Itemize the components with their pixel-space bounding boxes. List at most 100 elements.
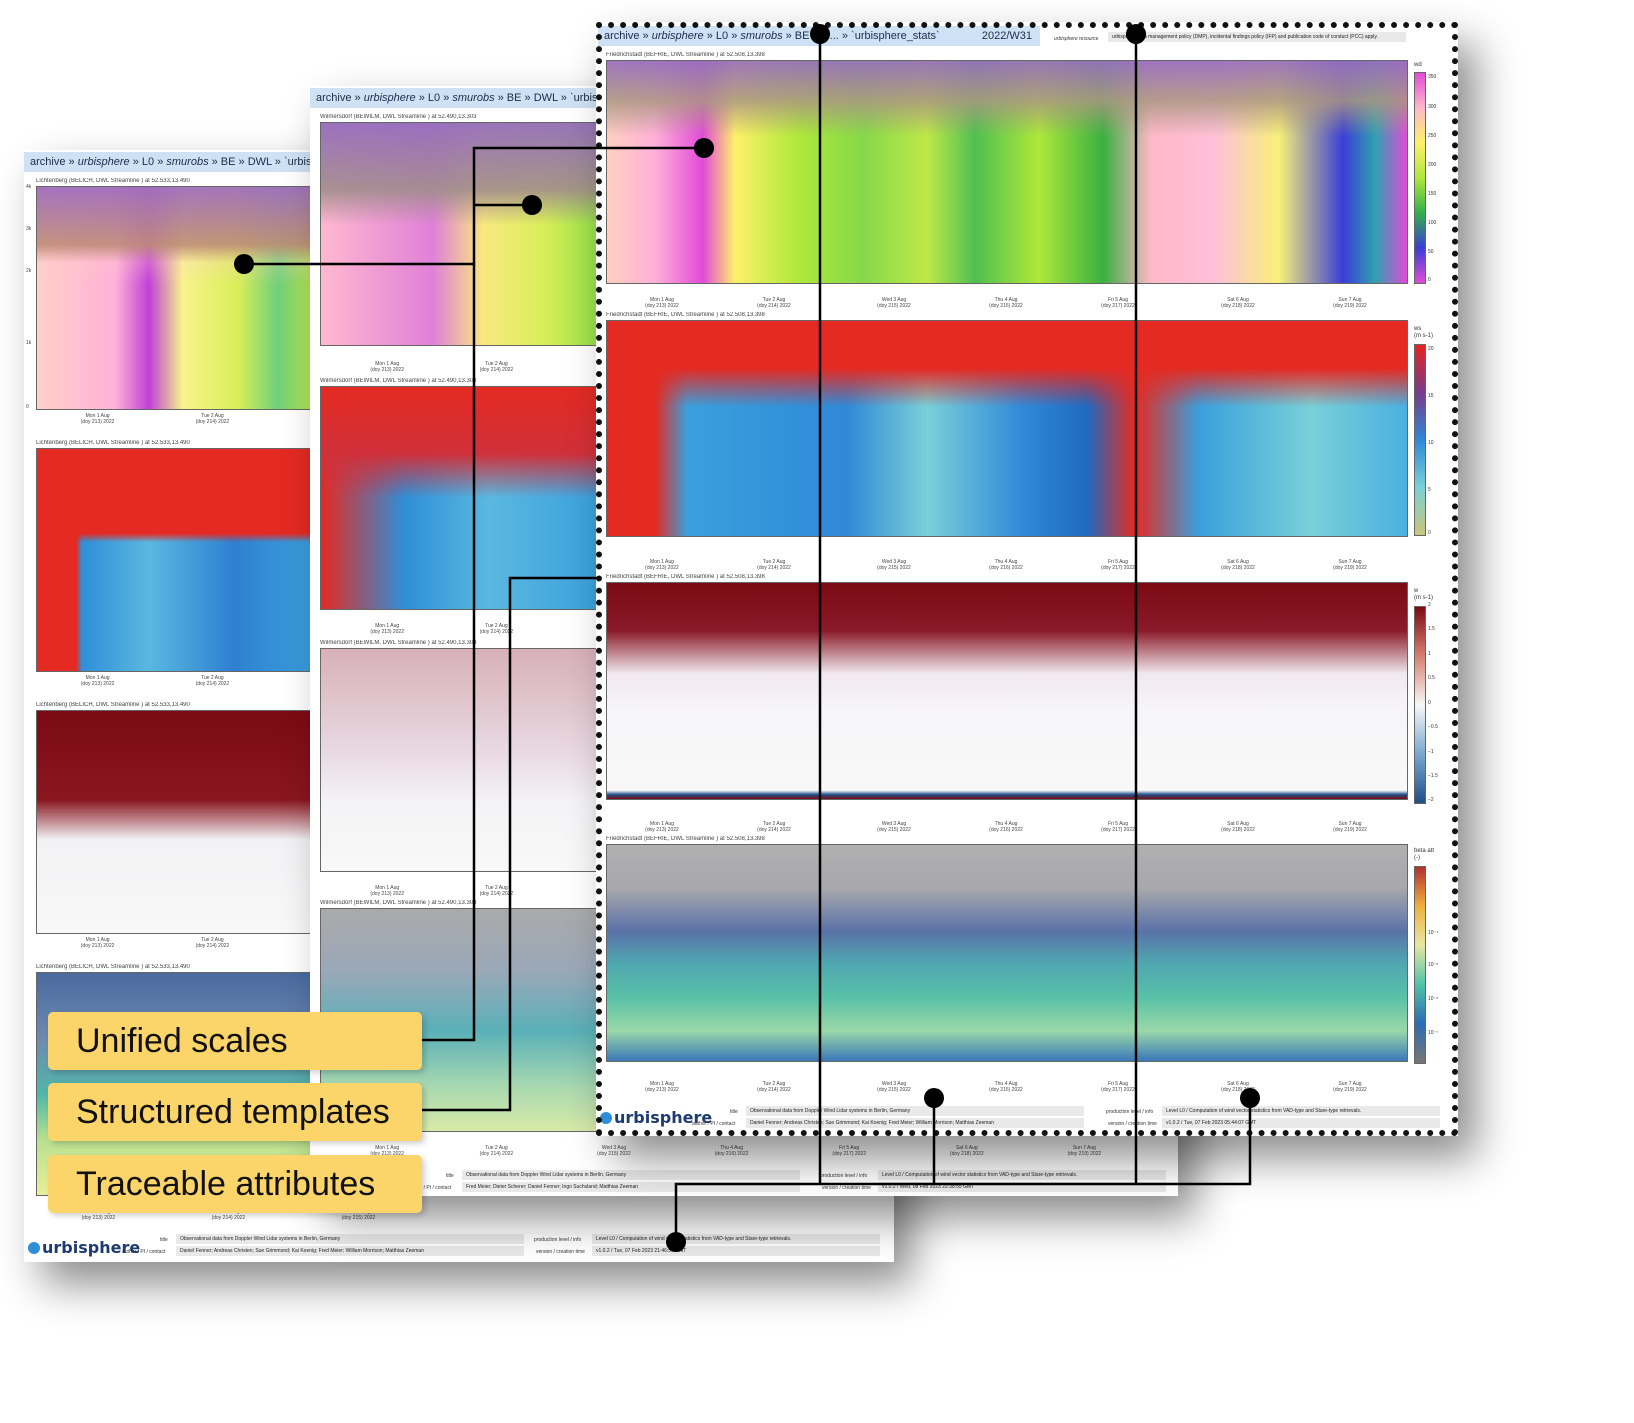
x-tick: Wed 3 Aug (doy 215) 2022 <box>877 1081 911 1093</box>
cb-tick: 50 <box>1428 249 1434 255</box>
x-tick: Sun 7 Aug (doy 219) 2022 <box>1333 821 1367 833</box>
ws-plot <box>320 386 602 610</box>
x-tick: Mon 1 Aug (doy 213) 2022 <box>645 1081 679 1093</box>
version-label: version / creation time <box>1108 1121 1157 1127</box>
cb-tick: 250 <box>1428 133 1437 139</box>
x-tick: Mon 1 Aug (doy 213) 2022 <box>370 1145 404 1157</box>
author-label: author / PI / contact <box>408 1185 452 1191</box>
level-value: Level L0 / Computation of wind vector st… <box>592 1234 880 1244</box>
plot-title: Friedrichstadt (BEFRIE, DWL Streamline )… <box>606 312 765 318</box>
cb-tick: 15 <box>1428 393 1434 399</box>
x-tick: Thu 4 Aug (doy 216) 2022 <box>989 297 1023 309</box>
title-value: Observational data from Doppler Wind Lid… <box>462 1170 800 1180</box>
cb-tick: 1.5 <box>1428 626 1435 632</box>
colorbar-label: wd <box>1414 62 1422 68</box>
x-tick: Mon 1 Aug (doy 213) 2022 <box>645 821 679 833</box>
cb-tick: 350 <box>1428 74 1437 80</box>
level-label: production level / info <box>1106 1109 1154 1115</box>
plot-title: Lichtenberg (BELICH, DWL Streamline ) at… <box>36 178 190 184</box>
cb-tick: 10⁻⁷ <box>1428 1030 1439 1036</box>
x-tick: Fri 5 Aug (doy 217) 2022 <box>1101 297 1135 309</box>
title-value: Observational data from Doppler Wind Lid… <box>176 1234 524 1244</box>
x-axis: Mon 1 Aug (doy 213) 2022 Tue 2 Aug (doy … <box>320 620 600 636</box>
x-tick: Mon 1 Aug (doy 213) 2022 <box>370 361 404 373</box>
plot-title: Wilmersdorf (BEWILM, DWL Streamline ) at… <box>320 900 477 906</box>
ws-plot <box>36 448 318 672</box>
cb-tick: −1.5 <box>1428 773 1438 779</box>
breadcrumb[interactable]: archive » urbisphere » L0 » smurobs » BE… <box>310 88 612 108</box>
plot-title: Wilmersdorf (BEWILM, DWL Streamline ) at… <box>320 114 477 120</box>
x-tick: Mon 1 Aug (doy 213) 2022 <box>370 623 404 635</box>
w-plot <box>36 710 318 934</box>
x-tick: Sat 6 Aug (doy 218) 2022 <box>949 1145 984 1157</box>
plot-title: Lichtenberg (BELICH, DWL Streamline ) at… <box>36 964 190 970</box>
w-colorbar <box>1414 606 1426 804</box>
x-tick: Tue 2 Aug (doy 214) 2022 <box>479 361 514 373</box>
x-tick: Tue 2 Aug (doy 214) 2022 <box>195 675 230 687</box>
week-label: 2022/W31 <box>981 30 1032 42</box>
x-axis: Mon 1 Aug (doy 213) 2022 Tue 2 Aug (doy … <box>606 294 1406 310</box>
level-label: production level / info <box>820 1173 868 1179</box>
x-tick: Wed 3 Aug (doy 215) 2022 <box>877 297 911 309</box>
beta-plot <box>606 844 1408 1062</box>
title-label: title <box>730 1109 738 1115</box>
x-tick: Tue 2 Aug (doy 214) 2022 <box>757 821 791 833</box>
resource-label: urbisphere resource <box>1054 36 1099 42</box>
x-tick: Fri 5 Aug (doy 217) 2022 <box>1101 821 1135 833</box>
breadcrumb[interactable]: archive » urbisphere » L0 » smurobs » BE… <box>598 26 1040 46</box>
plot-title: Friedrichstadt (BEFRIE, DWL Streamline )… <box>606 52 765 58</box>
policy-text: urbisphere data management policy (DMP),… <box>1108 32 1406 42</box>
x-axis: Mon 1 Aug (doy 213) 2022 Tue 2 Aug (doy … <box>606 556 1406 572</box>
cb-tick: −0.5 <box>1428 724 1438 730</box>
x-tick: Sat 6 Aug (doy 218) 2022 <box>1221 821 1255 833</box>
plot-title: Lichtenberg (BELICH, DWL Streamline ) at… <box>36 440 190 446</box>
x-tick: Thu 4 Aug (doy 216) 2022 <box>989 1081 1023 1093</box>
author-label: author / PI / contact <box>122 1249 166 1255</box>
level-label: production level / info <box>534 1237 582 1243</box>
version-value: v1.0.2 / Tue, 07 Feb 2023 21:46:59 GMT <box>592 1246 880 1256</box>
callout-structured-templates: Structured templates <box>48 1083 422 1141</box>
y-tick: 3k <box>26 226 32 232</box>
cb-tick: 150 <box>1428 191 1437 197</box>
level-value: Level L0 / Computation of wind vector st… <box>1162 1106 1440 1116</box>
author-label: author / PI / contact <box>692 1121 736 1127</box>
wd-plot <box>606 60 1408 284</box>
wd-plot <box>320 122 602 346</box>
x-tick: Sat 6 Aug (doy 218) 2022 <box>1221 297 1255 309</box>
x-axis: Mon 1 Aug (doy 213) 2022 Tue 2 Aug (doy … <box>320 1142 1160 1158</box>
x-tick: Tue 2 Aug (doy 214) 2022 <box>757 559 791 571</box>
cb-tick: 10⁻⁴ <box>1428 930 1439 936</box>
x-tick: Fri 5 Aug (doy 217) 2022 <box>832 1145 866 1157</box>
x-tick: Sat 6 Aug (doy 218) 2022 <box>1221 1081 1255 1093</box>
colorbar-label: beta att (-) <box>1414 848 1435 861</box>
ws-colorbar <box>1414 344 1426 536</box>
plot-title: Lichtenberg (BELICH, DWL Streamline ) at… <box>36 702 190 708</box>
x-tick: Tue 2 Aug (doy 214) 2022 <box>479 623 514 635</box>
urbisphere-logo: urbisphere <box>28 1238 140 1257</box>
cb-tick: 200 <box>1428 162 1437 168</box>
author-value: Daniel Fenner; Andreas Christen; Sue Gri… <box>746 1118 1084 1128</box>
beta-colorbar <box>1414 866 1426 1064</box>
colorbar-label: w (m s-1) <box>1414 588 1433 601</box>
cb-tick: 2 <box>1428 602 1431 608</box>
cb-tick: 0 <box>1428 530 1431 536</box>
cb-tick: 300 <box>1428 104 1437 110</box>
plot-title: Friedrichstadt (BEFRIE, DWL Streamline )… <box>606 574 765 580</box>
x-tick: Fri 5 Aug (doy 217) 2022 <box>1101 559 1135 571</box>
cb-tick: 5 <box>1428 487 1431 493</box>
y-tick: 4k <box>26 184 32 190</box>
x-tick: Tue 2 Aug (doy 214) 2022 <box>195 937 230 949</box>
y-tick: 0 <box>26 404 29 410</box>
author-value: Fred Meier; Dieter Scherer; Daniel Fenne… <box>462 1182 800 1192</box>
globe-icon <box>28 1242 40 1254</box>
wd-colorbar <box>1414 72 1426 284</box>
level-value: Level L0 / Computation of wind vector st… <box>878 1170 1166 1180</box>
x-tick: Sun 7 Aug (doy 219) 2022 <box>1333 559 1367 571</box>
x-tick: Wed 3 Aug (doy 215) 2022 <box>877 821 911 833</box>
x-tick: Mon 1 Aug (doy 213) 2022 <box>645 559 679 571</box>
x-tick: Fri 5 Aug (doy 217) 2022 <box>1101 1081 1135 1093</box>
x-tick: Sun 7 Aug (doy 219) 2022 <box>1067 1145 1102 1157</box>
x-tick: Tue 2 Aug (doy 214) 2022 <box>479 1145 514 1157</box>
x-tick: Tue 2 Aug (doy 214) 2022 <box>757 297 791 309</box>
cb-tick: 20 <box>1428 346 1434 352</box>
